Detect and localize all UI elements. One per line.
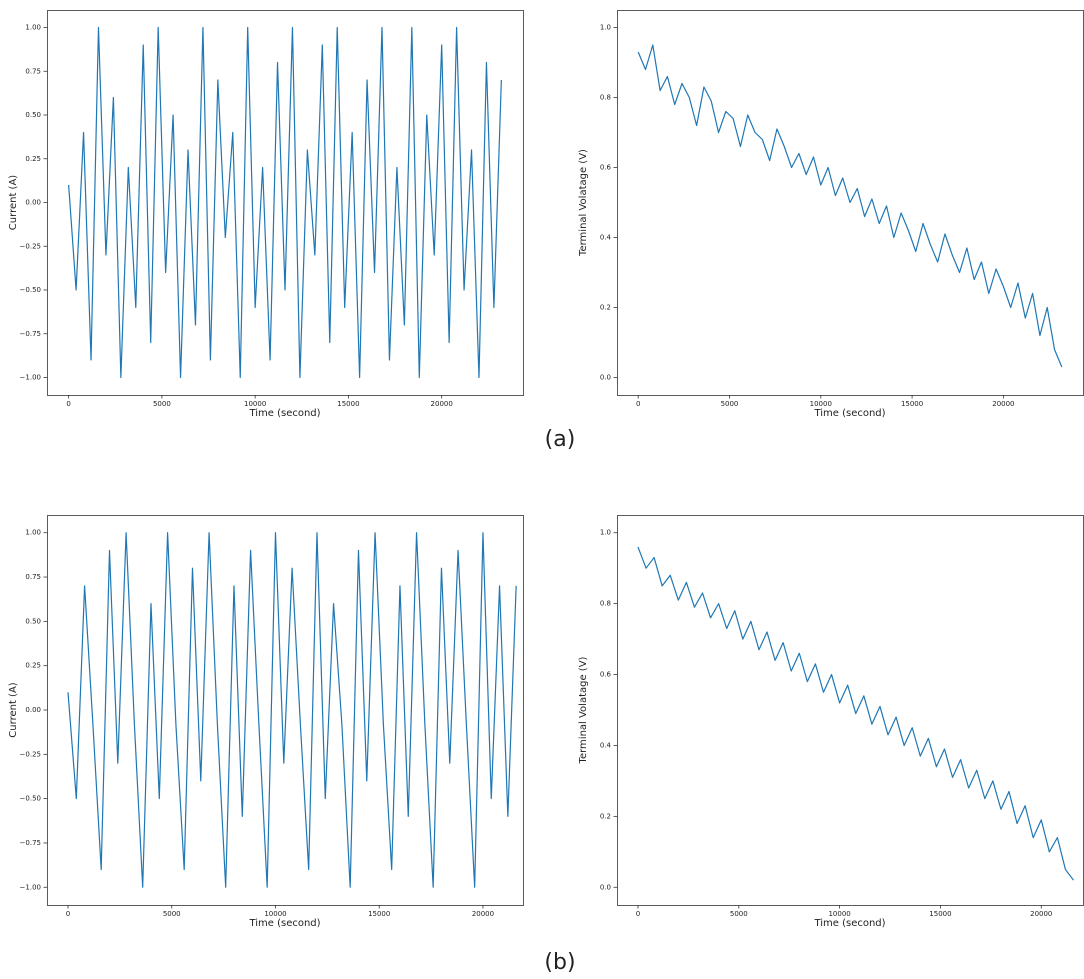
y-tick-label: −0.75 [20, 330, 41, 338]
x-axis-label: Time (second) [813, 408, 885, 419]
y-tick-label: −0.75 [20, 839, 41, 847]
y-tick-label: −0.25 [20, 242, 41, 250]
y-axis-label: Terminal Volatage (V) [578, 149, 589, 257]
y-tick-label: 0.50 [25, 111, 41, 119]
y-tick-label: 0.4 [600, 741, 612, 749]
axes-frame [618, 516, 1084, 906]
y-tick-label: −1.00 [20, 883, 41, 891]
y-axis-label: Terminal Volatage (V) [578, 656, 589, 764]
y-tick-label: 0.75 [25, 67, 41, 75]
y-tick-label: 1.0 [600, 24, 611, 32]
y-tick-label: 0.50 [25, 617, 41, 625]
x-tick-label: 0 [66, 400, 70, 408]
y-tick-label: 0.6 [600, 164, 612, 172]
data-line [68, 533, 516, 888]
y-tick-label: −0.50 [20, 795, 41, 803]
y-tick-label: 0.25 [25, 155, 41, 163]
y-tick-label: 0.2 [600, 304, 611, 312]
caption: (b) [544, 950, 575, 975]
x-tick-label: 20000 [472, 910, 494, 918]
x-axis-label: Time (second) [248, 918, 320, 929]
x-tick-label: 15000 [368, 910, 390, 918]
y-tick-label: 0.00 [25, 706, 41, 714]
x-tick-label: 0 [636, 910, 640, 918]
y-tick-label: 0.75 [25, 573, 41, 581]
x-tick-label: 20000 [992, 400, 1014, 408]
y-tick-label: 0.6 [600, 671, 612, 679]
x-tick-label: 20000 [431, 400, 453, 408]
y-tick-label: 0.8 [600, 94, 611, 102]
y-tick-label: 1.0 [600, 529, 611, 537]
y-tick-label: −1.00 [20, 374, 41, 382]
x-tick-label: 15000 [901, 400, 923, 408]
axes-frame [618, 11, 1084, 396]
x-tick-label: 20000 [1030, 910, 1052, 918]
y-tick-label: 1.00 [25, 529, 41, 537]
x-tick-label: 5000 [153, 400, 171, 408]
x-tick-label: 5000 [730, 910, 748, 918]
data-line [638, 547, 1074, 880]
figure: (a) (b) 0 5000 10000 15000 20000 −1.00 −0.75 −0… [0, 0, 1084, 979]
data-line [69, 28, 502, 378]
y-tick-label: 0.8 [600, 600, 611, 608]
x-tick-label: 10000 [244, 400, 266, 408]
x-tick-label: 5000 [163, 910, 181, 918]
y-axis-label: Current (A) [8, 682, 19, 737]
y-tick-label: −0.25 [20, 750, 41, 758]
y-tick-label: 0.0 [600, 374, 611, 382]
caption: (a) [545, 427, 576, 452]
x-tick-label: 5000 [721, 400, 739, 408]
y-tick-label: 0.00 [25, 199, 41, 207]
data-line [638, 45, 1062, 367]
y-tick-label: 0.2 [600, 812, 611, 820]
x-tick-label: 0 [66, 910, 70, 918]
y-tick-label: 1.00 [25, 24, 41, 32]
x-tick-label: 15000 [337, 400, 359, 408]
x-axis-label: Time (second) [248, 408, 320, 419]
y-tick-label: 0.25 [25, 662, 41, 670]
x-tick-label: 10000 [810, 400, 832, 408]
x-axis-label: Time (second) [813, 918, 885, 929]
x-tick-label: 10000 [264, 910, 286, 918]
x-tick-label: 0 [636, 400, 640, 408]
y-axis-label: Current (A) [8, 175, 19, 230]
y-tick-label: 0.0 [600, 883, 611, 891]
y-tick-label: 0.4 [600, 234, 612, 242]
x-tick-label: 15000 [929, 910, 951, 918]
x-tick-label: 10000 [828, 910, 850, 918]
y-tick-label: −0.50 [20, 286, 41, 294]
